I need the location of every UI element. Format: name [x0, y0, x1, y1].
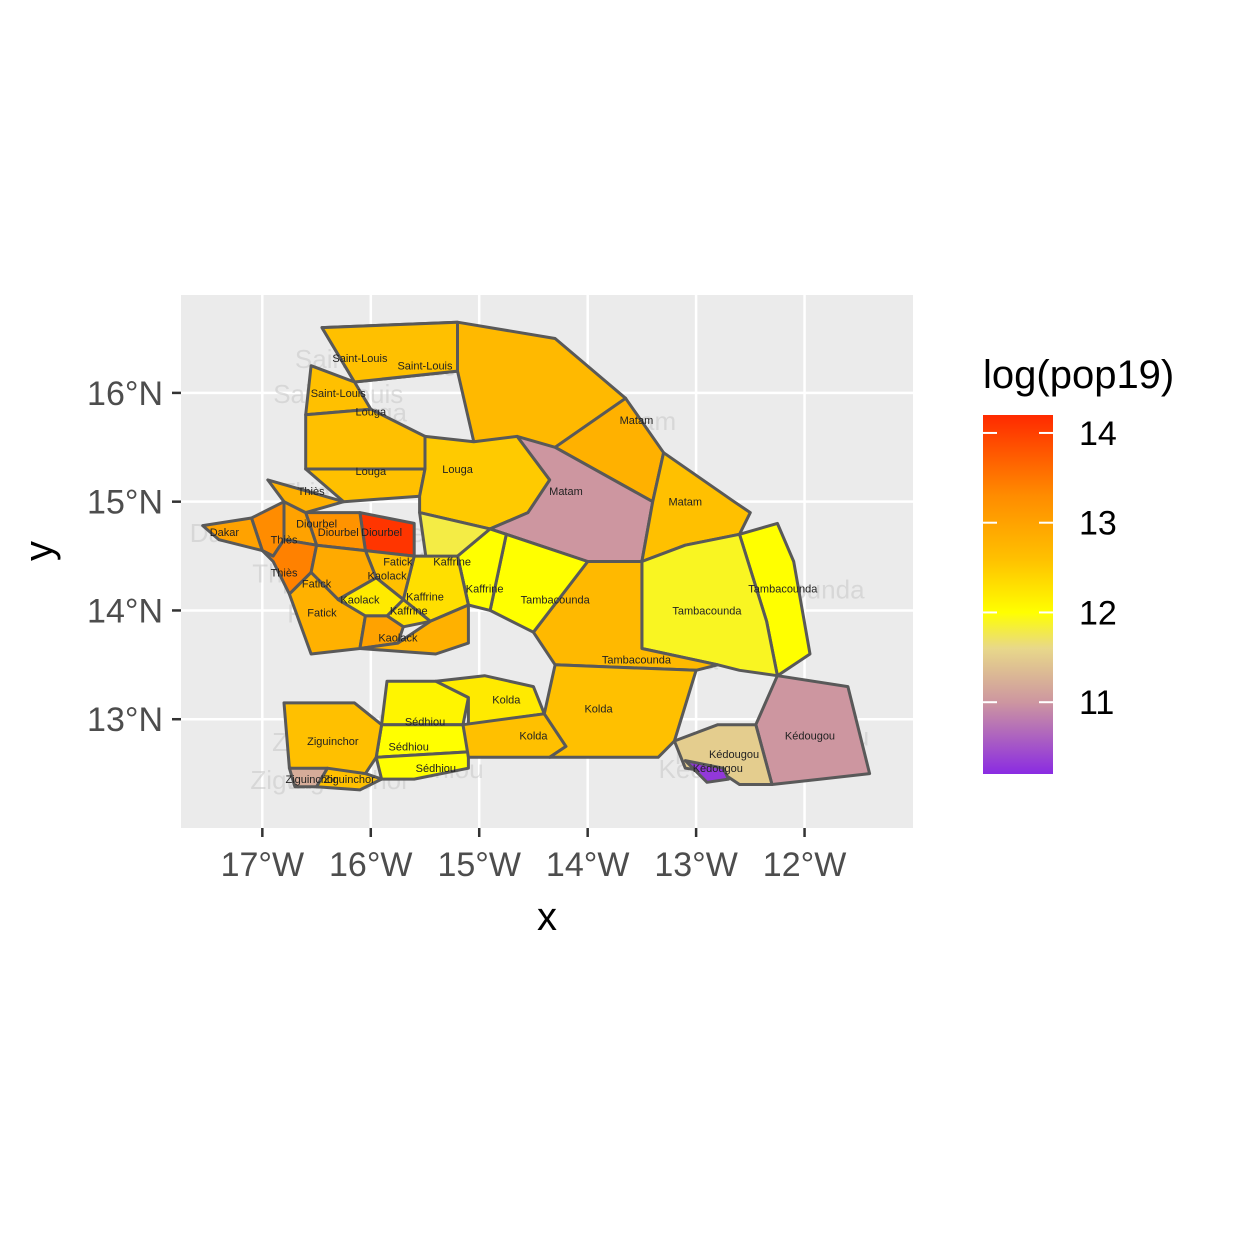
y-axis-title: y [17, 541, 61, 561]
region-label: Kédougou [693, 763, 743, 775]
region-label: Kaffrine [390, 605, 428, 617]
region-kaolack [358, 614, 405, 650]
region-dakar [201, 516, 264, 553]
legend-tick-label: 12 [1079, 594, 1117, 632]
x-tick-label: 16°W [329, 846, 413, 884]
region-label: Thiès [298, 486, 325, 498]
region-label: Ziguinchor [323, 774, 375, 786]
region-label: Louga [355, 406, 386, 418]
region-thi-s [266, 478, 346, 515]
legend-colorbar [983, 415, 1053, 774]
region-label: Louga [355, 466, 386, 478]
region-label: Ziguinchor [285, 774, 337, 786]
region-label: Fatick [383, 557, 413, 569]
region-labels: Saint-Louis Saint-Louis Saint-Louis Louga Lo… [210, 353, 835, 786]
region-label: Kolda [519, 731, 548, 743]
region-label: Matam [549, 486, 583, 498]
region-label: Diourbel [318, 527, 359, 539]
region-label: Kaffrine [433, 557, 471, 569]
region-label: Sédhiou [389, 741, 429, 753]
region-label: Saint-Louis [311, 388, 367, 400]
region-label: Thiès [271, 567, 298, 579]
x-axis-title: x [537, 895, 557, 939]
region-polygons [201, 320, 872, 792]
x-tick-label: 12°W [763, 846, 847, 884]
legend-ticks: 11 12 13 14 [983, 415, 1117, 722]
region-label: Louga [442, 464, 473, 476]
region-label: Diourbel [296, 518, 337, 530]
region-saint-louis [320, 320, 459, 384]
region-kaolack [358, 603, 470, 656]
region-label: Kolda [584, 703, 613, 715]
region-label: Kaffrine [406, 591, 444, 603]
legend-tick-label: 11 [1079, 684, 1114, 722]
region-label: Kaolack [378, 633, 418, 645]
region-label: Tambacounda [672, 605, 742, 617]
axes: 17°W 16°W 15°W 14°W 13°W 12°W 13°N 14°N 15°N 16°N [87, 375, 846, 884]
region-label: Fatick [302, 578, 332, 590]
region-kolda [542, 663, 698, 759]
y-tick-label: 16°N [87, 375, 163, 413]
region-label: Matam [620, 415, 654, 427]
region-label: Sédhiou [416, 763, 456, 775]
region-label: Sédhiou [405, 716, 445, 728]
region-label: Matam [668, 497, 702, 509]
region-tambacounda [531, 560, 720, 672]
region-label: Tambacounda [748, 584, 818, 596]
region-label: Tambacounda [521, 595, 591, 607]
region-label: Diourbel [361, 527, 402, 539]
region-label: Kolda [492, 695, 521, 707]
region-label: Kédougou [785, 731, 835, 743]
x-tick-label: 17°W [221, 846, 305, 884]
region-label: Kaolack [340, 595, 380, 607]
legend-tick-label: 14 [1079, 415, 1117, 453]
legend-title: log(pop19) [983, 353, 1174, 397]
region-label: Ziguinchor [307, 736, 359, 748]
region-label: Thiès [271, 535, 298, 547]
region-s-dhiou [380, 679, 470, 727]
x-tick-label: 14°W [546, 846, 630, 884]
region-label: Kédougou [709, 749, 759, 761]
region-s-dhiou [374, 750, 470, 781]
region-label: Saint-Louis [332, 353, 388, 365]
region-label: Fatick [307, 608, 337, 620]
y-tick-label: 14°N [87, 592, 163, 630]
region-k-dougou [683, 759, 731, 784]
region-label: Dakar [210, 527, 240, 539]
region-ziguinchor [315, 766, 384, 792]
x-tick-label: 13°W [654, 846, 738, 884]
region-label: Saint-Louis [397, 361, 453, 373]
y-tick-label: 15°N [87, 484, 163, 522]
region-label: Tambacounda [602, 654, 672, 666]
region-label: Kaffrine [466, 584, 504, 596]
legend: log(pop19) 11 12 13 14 [983, 353, 1174, 774]
x-tick-label: 15°W [437, 846, 521, 884]
legend-tick-label: 13 [1079, 505, 1117, 543]
y-tick-label: 13°N [87, 701, 163, 739]
region-label: Kaolack [367, 571, 407, 583]
